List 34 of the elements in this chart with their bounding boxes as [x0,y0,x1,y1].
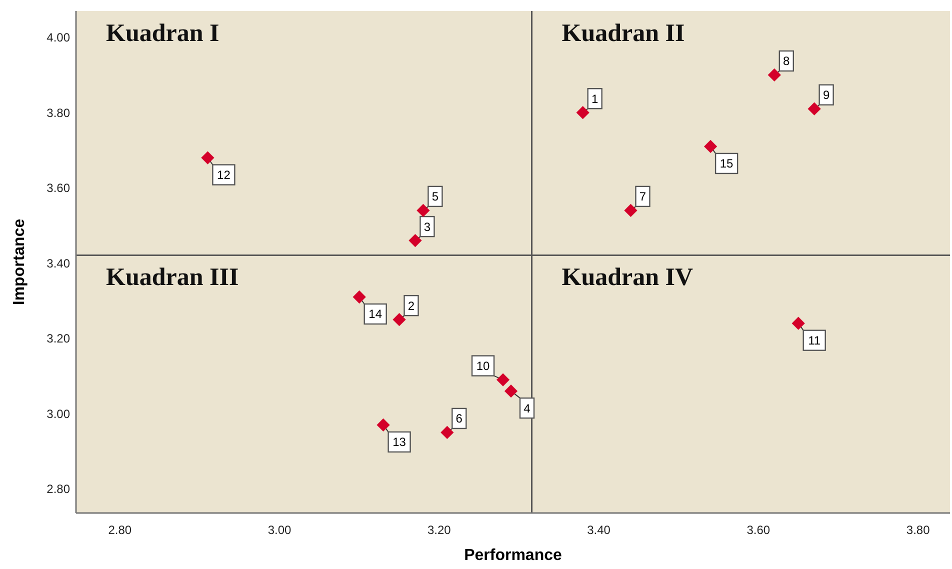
x-tick-label: 2.80 [108,523,132,537]
annotation: 11 [808,334,821,348]
annotation: Kuadran II [562,20,685,47]
annotation: Kuadran I [106,20,220,47]
annotation: 10 [476,358,490,373]
annotation: 15 [720,156,734,171]
annotation: Kuadran III [106,264,239,292]
annotation: 8 [783,54,790,68]
annotation: 7 [639,190,646,204]
annotation: 3 [424,220,431,234]
x-tick-label: 3.40 [587,523,611,537]
y-tick-label: 4.00 [46,30,70,45]
x-axis-title: Performance [464,547,562,564]
y-axis-title: Importance [11,218,28,306]
annotation: Kuadran IV [562,264,694,292]
y-tick-label: 3.40 [46,256,70,270]
annotation: 1 [591,92,598,106]
annotation: 13 [392,435,406,450]
annotation: 2 [408,298,415,313]
annotation: 5 [432,190,439,204]
annotation: 6 [456,412,463,426]
annotation: 14 [368,307,382,322]
y-tick-label: 2.80 [46,482,70,496]
annotation: 12 [217,168,231,182]
y-tick-label: 3.00 [46,406,70,421]
x-tick-label: 3.60 [746,523,770,537]
x-tick-label: 3.80 [906,523,930,537]
y-tick-label: 3.20 [46,332,70,346]
y-tick-label: 3.60 [46,181,70,196]
x-tick-label: 3.20 [427,523,452,537]
annotation: 9 [822,88,830,102]
annotation: 4 [524,401,531,416]
y-tick-label: 3.80 [46,106,70,120]
x-tick-label: 3.00 [268,523,292,537]
